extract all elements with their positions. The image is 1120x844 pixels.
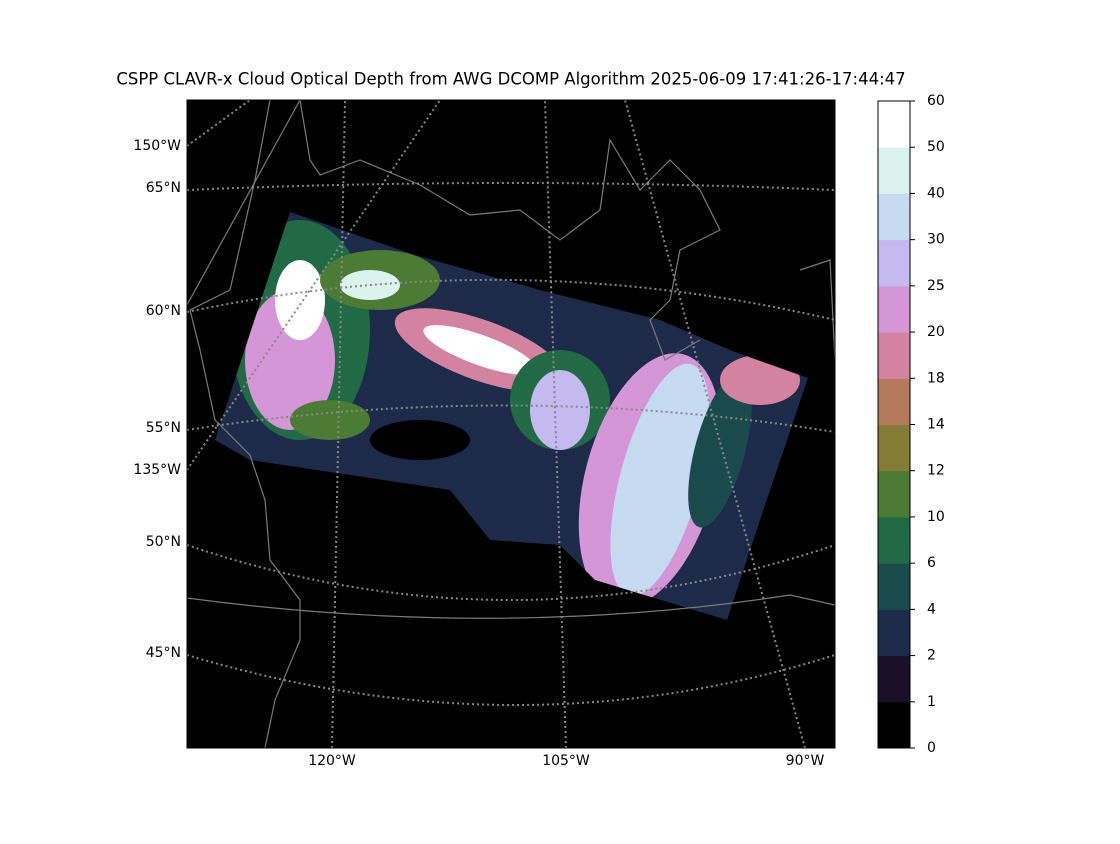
graticule bbox=[331, 100, 346, 748]
colorbar-tick-label: 30 bbox=[927, 232, 945, 248]
colorbar-segment bbox=[878, 655, 910, 703]
colorbar-tick-label: 20 bbox=[927, 324, 945, 340]
colorbar-tick-label: 12 bbox=[927, 463, 945, 479]
colorbar-tick-label: 14 bbox=[927, 417, 945, 433]
colorbar-tick-label: 1 bbox=[927, 694, 936, 710]
map-label: 150°W bbox=[133, 138, 181, 154]
colorbar-segment bbox=[878, 470, 910, 518]
colorbar-tick-label: 18 bbox=[927, 370, 945, 386]
colorbar-tick-label: 25 bbox=[927, 278, 945, 294]
colorbar-segment bbox=[878, 701, 910, 749]
map-label: 90°W bbox=[786, 753, 825, 769]
colorbar-segment bbox=[878, 516, 910, 564]
coastline bbox=[189, 100, 835, 748]
colorbar-tick-label: 60 bbox=[927, 93, 945, 109]
graticule bbox=[187, 100, 251, 147]
border bbox=[187, 100, 301, 306]
border bbox=[187, 594, 835, 619]
graticule bbox=[187, 404, 835, 433]
colorbar-tick-label: 4 bbox=[927, 601, 936, 617]
map-label: 65°N bbox=[146, 180, 181, 196]
colorbar-segment bbox=[878, 239, 910, 287]
colorbar-segment bbox=[878, 147, 910, 194]
map-label: 105°W bbox=[542, 753, 590, 769]
map-label: 50°N bbox=[146, 534, 181, 550]
map-label: 60°N bbox=[146, 303, 181, 319]
colorbar-segment bbox=[878, 193, 910, 241]
graticule bbox=[187, 278, 835, 321]
colorbar-segment bbox=[878, 378, 910, 425]
colorbar-tick-label: 50 bbox=[927, 139, 945, 155]
colorbar-tick-label: 40 bbox=[927, 185, 945, 201]
colorbar-segment bbox=[878, 285, 910, 333]
graticule bbox=[544, 100, 567, 748]
colorbar-tick-label: 6 bbox=[927, 555, 936, 571]
map bbox=[187, 100, 835, 748]
colorbar-segment bbox=[878, 563, 910, 610]
colorbar-tick-label: 2 bbox=[927, 648, 936, 664]
colorbar-tick-label: 0 bbox=[927, 740, 936, 756]
colorbar-tick-label: 10 bbox=[927, 509, 945, 525]
map-label: 120°W bbox=[308, 753, 356, 769]
graticule bbox=[624, 100, 806, 748]
map-frame bbox=[186, 99, 836, 749]
colorbar-segment bbox=[878, 424, 910, 472]
title: CSPP CLAVR-x Cloud Optical Depth from AW… bbox=[116, 70, 905, 89]
colorbar-segment bbox=[878, 332, 910, 379]
graticule bbox=[187, 182, 835, 191]
colorbar-segment bbox=[878, 609, 910, 657]
map-label: 45°N bbox=[146, 645, 181, 661]
graticule bbox=[187, 654, 835, 706]
map-label: 135°W bbox=[133, 462, 181, 478]
colorbar-segment bbox=[878, 101, 910, 148]
map-label: 55°N bbox=[146, 420, 181, 436]
